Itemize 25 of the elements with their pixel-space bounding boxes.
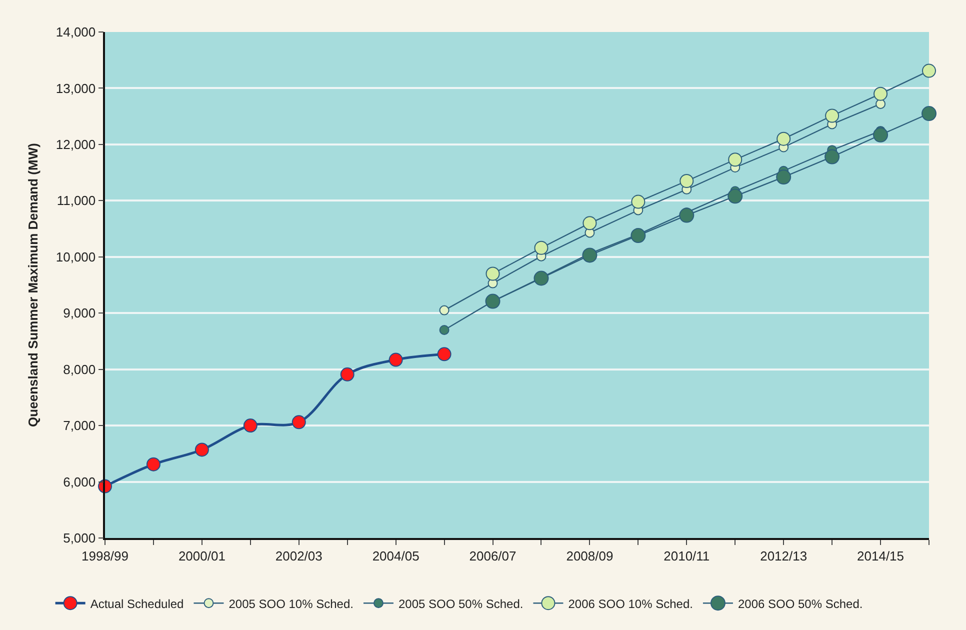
legend-label: 2005 SOO 10% Sched. — [228, 596, 354, 611]
x-tick-label: 2014/15 — [857, 548, 904, 564]
x-tick-label: 2002/03 — [275, 548, 322, 564]
x-tick-label: 1998/99 — [82, 548, 128, 564]
legend-label: 2006 SOO 50% Sched. — [738, 596, 863, 611]
legend-label: Actual Scheduled — [90, 596, 184, 611]
x-tick-label: 2004/05 — [372, 548, 420, 564]
y-tick-label: 11,000 — [56, 193, 96, 208]
y-tick-label: 5,000 — [63, 530, 96, 546]
x-tick-label: 2012/13 — [760, 548, 808, 564]
x-tick-label: 2000/01 — [178, 548, 226, 564]
legend-label: 2005 SOO 50% Sched. — [398, 596, 524, 611]
legend-label: 2006 SOO 10% Sched. — [568, 596, 693, 611]
x-tick-label: 2010/11 — [664, 548, 710, 564]
y-axis-title: Queensland Summer Maximum Demand (MW) — [25, 143, 40, 427]
y-tick-label: 10,000 — [56, 249, 96, 264]
x-tick-label: 2006/07 — [469, 548, 516, 564]
y-tick-label: 13,000 — [56, 80, 96, 96]
y-tick-label: 7,000 — [63, 418, 96, 434]
y-tick-label: 9,000 — [63, 306, 96, 321]
y-tick-label: 8,000 — [63, 362, 96, 377]
y-tick-label: 6,000 — [63, 474, 96, 490]
y-tick-label: 12,000 — [56, 136, 96, 152]
y-tick-label: 14,000 — [56, 24, 96, 40]
x-tick-label: 2008/09 — [566, 548, 614, 564]
